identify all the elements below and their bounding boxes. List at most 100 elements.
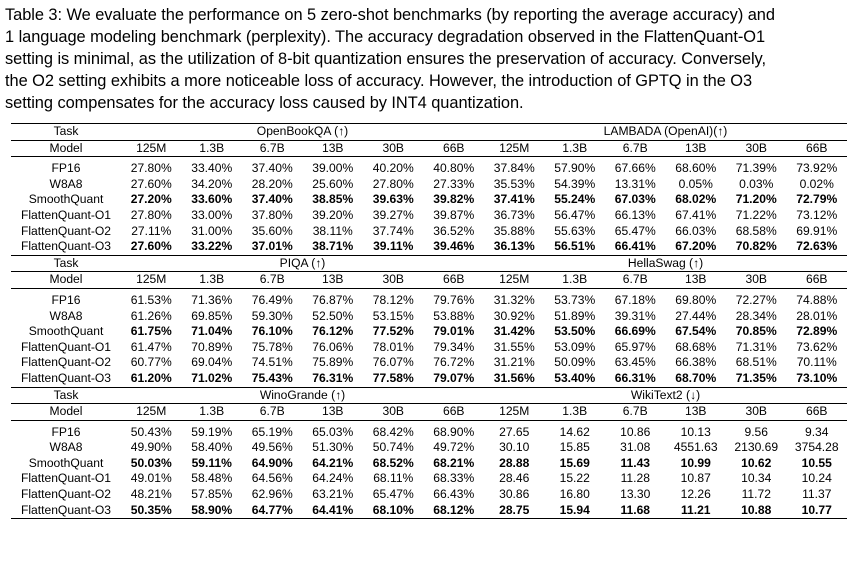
result-cell: 78.12% xyxy=(372,292,414,307)
result-cell: 64.90% xyxy=(251,455,293,470)
model-header-row: Model 125M 1.3B 6.7B 13B 30B 66B 125M 1.3B 6.7B 13… xyxy=(11,139,847,157)
result-cell: 69.85% xyxy=(191,308,233,323)
model-size-header: 125M xyxy=(121,139,182,157)
result-cell: 11.37 xyxy=(802,487,832,502)
result-cell: 48.21% xyxy=(130,487,172,502)
result-cell: 37.01% xyxy=(251,239,293,254)
method-name: FlattenQuant-O3 xyxy=(20,370,112,385)
result-cell: 51.89% xyxy=(554,308,596,323)
result-cell: 61.47% xyxy=(130,339,172,354)
result-cell: 33.40% xyxy=(191,161,233,176)
result-cell: 30.92% xyxy=(493,308,535,323)
result-cell: 71.35% xyxy=(735,370,777,385)
model-size-header: 125M xyxy=(121,271,182,289)
result-cell: 69.04% xyxy=(191,355,233,370)
result-cell: 53.40% xyxy=(554,370,596,385)
result-cell: 49.90% xyxy=(130,440,172,455)
result-cell: 59.11% xyxy=(191,455,232,470)
model-size-header: 30B xyxy=(726,403,787,421)
method-name: W8A8 xyxy=(49,440,83,455)
result-cell: 76.12% xyxy=(312,324,354,339)
model-size-header: 13B xyxy=(665,139,726,157)
result-cell: 10.86 xyxy=(620,424,651,439)
task-name: OpenBookQA (↑) xyxy=(121,123,484,141)
model-size-header: 125M xyxy=(484,139,545,157)
result-cell: 28.01% xyxy=(796,308,838,323)
result-cell: 0.03% xyxy=(739,176,774,191)
caption-line: 1 language modeling benchmark (perplexit… xyxy=(5,28,766,46)
result-cell: 49.56% xyxy=(251,440,293,455)
result-cell: 76.06% xyxy=(312,339,354,354)
result-cell: 12.26 xyxy=(680,487,711,502)
result-cell: 58.48% xyxy=(191,471,233,486)
result-cell: 73.92% xyxy=(796,161,838,176)
method-name: W8A8 xyxy=(49,176,83,191)
table-row: FP16 50.43% 59.19% 65.19% 65.03% 68.42% 68.90%… xyxy=(11,425,847,441)
result-cell: 74.51% xyxy=(251,355,293,370)
method-name: FlattenQuant-O3 xyxy=(11,502,121,520)
result-cell: 75.78% xyxy=(251,339,293,354)
result-cell: 35.53% xyxy=(493,176,535,191)
result-cell: 37.80% xyxy=(251,207,293,222)
result-cell: 53.73% xyxy=(554,292,596,307)
result-cell: 67.03% xyxy=(614,192,656,207)
result-cell: 72.27% xyxy=(735,292,777,307)
result-cell: 68.58% xyxy=(735,223,777,238)
caption-line: setting is minimal, as the utilization o… xyxy=(5,50,766,68)
table-row: FlattenQuant-O3 50.35% 58.90% 64.77% 64.41% 6… xyxy=(11,502,847,520)
result-cell: 72.79% xyxy=(796,192,838,207)
result-cell: 33.00% xyxy=(191,207,233,222)
result-cell: 35.60% xyxy=(251,223,293,238)
result-cell: 76.10% xyxy=(251,324,293,339)
result-cell: 63.21% xyxy=(312,487,354,502)
result-cell: 61.75% xyxy=(130,324,172,339)
result-cell: 61.53% xyxy=(130,292,172,307)
result-cell: 28.46 xyxy=(499,471,530,486)
result-cell: 65.19% xyxy=(251,424,293,439)
result-cell: 4551.63 xyxy=(673,440,718,455)
result-cell: 37.41% xyxy=(493,192,535,207)
table-row: FlattenQuant-O1 27.80% 33.00% 37.80% 39.20% 3… xyxy=(11,208,847,224)
result-cell: 28.20% xyxy=(251,176,293,191)
method-name: FlattenQuant-O2 xyxy=(20,487,112,502)
result-cell: 66.69% xyxy=(614,324,656,339)
table-row: FlattenQuant-O3 61.20% 71.02% 75.43% 76.31% 7… xyxy=(11,371,847,387)
result-cell: 10.62 xyxy=(741,455,772,470)
model-size-header: 13B xyxy=(302,403,363,421)
result-cell: 58.90% xyxy=(181,502,242,520)
model-label: Model xyxy=(11,403,121,421)
model-size-header: 30B xyxy=(363,403,424,421)
model-size-header: 6.7B xyxy=(242,403,303,421)
task-name: HellaSwag (↑) xyxy=(484,254,847,272)
result-cell: 10.13 xyxy=(680,424,711,439)
result-cell: 73.62% xyxy=(796,339,838,354)
result-cell: 75.43% xyxy=(251,370,293,385)
result-cell: 68.68% xyxy=(675,339,717,354)
model-size-header: 1.3B xyxy=(544,139,605,157)
model-size-header: 30B xyxy=(363,271,424,289)
result-cell: 68.21% xyxy=(433,455,475,470)
model-size-header: 125M xyxy=(484,403,545,421)
model-header-row: Model 125M 1.3B 6.7B 13B 30B 66B 125M 1.3B 6.7B 13… xyxy=(11,271,847,289)
result-cell: 53.88% xyxy=(433,308,475,323)
result-cell: 15.22 xyxy=(559,471,590,486)
result-cell: 27.80% xyxy=(130,207,172,222)
result-cell: 50.74% xyxy=(372,440,414,455)
results-table: Task OpenBookQA (↑) LAMBADA (OpenAI)(↑) Mod… xyxy=(11,123,847,520)
result-cell: 36.52% xyxy=(433,223,475,238)
result-cell: 31.55% xyxy=(493,339,535,354)
model-size-header: 30B xyxy=(726,271,787,289)
result-cell: 73.10% xyxy=(796,370,838,385)
result-cell: 27.44% xyxy=(675,308,717,323)
model-size-header: 1.3B xyxy=(181,271,242,289)
result-cell: 49.01% xyxy=(130,471,172,486)
result-cell: 39.11% xyxy=(373,239,414,254)
method-name: SmoothQuant xyxy=(28,455,104,470)
task-name: PIQA (↑) xyxy=(121,254,484,272)
model-size-header: 6.7B xyxy=(242,271,303,289)
method-name: FlattenQuant-O1 xyxy=(20,207,112,222)
result-cell: 27.80% xyxy=(130,161,172,176)
model-size-header: 1.3B xyxy=(544,271,605,289)
result-cell: 55.63% xyxy=(554,223,596,238)
result-cell: 58.40% xyxy=(191,440,233,455)
